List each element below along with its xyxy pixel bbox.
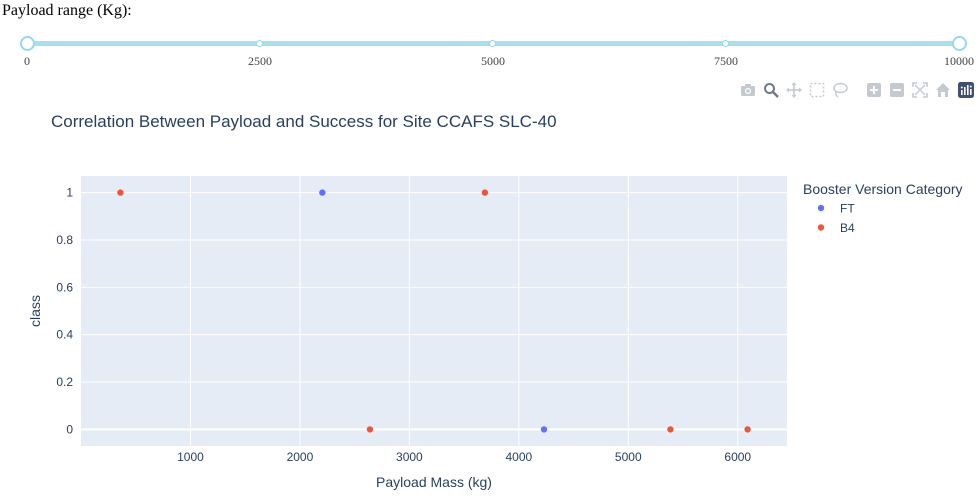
legend-marker (817, 224, 825, 231)
x-tick-labels: 1000 2000 3000 4000 5000 6000 (177, 450, 751, 464)
y-tick-label: 0.6 (56, 280, 73, 294)
y-tick-label: 0.2 (56, 375, 73, 389)
x-tick-label: 3000 (396, 450, 423, 464)
scatter-point-ft[interactable] (540, 426, 548, 433)
box-select-icon[interactable] (808, 81, 826, 99)
y-tick-labels: 0 0.2 0.4 0.6 0.8 1 (56, 186, 73, 437)
x-tick-label: 2000 (287, 450, 314, 464)
scatter-point-b4[interactable] (117, 189, 124, 196)
y-tick-label: 1 (66, 186, 73, 200)
scatter-point-b4[interactable] (744, 426, 751, 433)
slider-mark-dot (256, 40, 263, 47)
x-tick-label: 4000 (505, 450, 532, 464)
data-points (117, 189, 751, 433)
slider-handle-max[interactable] (951, 36, 967, 51)
slider-tick-label: 5000 (481, 54, 505, 68)
slider-mark-dot (489, 40, 496, 47)
slider-handle-min[interactable] (19, 36, 35, 51)
legend-item-b4[interactable]: B4 (817, 221, 855, 235)
pan-icon[interactable] (785, 81, 803, 99)
y-tick-label: 0.8 (56, 233, 73, 247)
legend-label: FT (840, 202, 855, 216)
slider-mark-dot (722, 40, 729, 47)
modebar (739, 80, 975, 100)
slider-label: Payload range (Kg): (2, 2, 132, 19)
legend-item-ft[interactable]: FT (817, 202, 856, 216)
autoscale-icon[interactable] (911, 81, 929, 99)
legend-marker (817, 204, 825, 212)
legend-label: B4 (840, 221, 855, 235)
x-axis-label: Payload Mass (kg) (376, 474, 492, 490)
slider-tick-label: 2500 (248, 54, 272, 68)
payload-range-slider[interactable]: 0 2500 5000 7500 10000 (0, 30, 979, 70)
scatter-point-b4[interactable] (667, 426, 674, 433)
plot-area[interactable] (81, 176, 787, 446)
slider-tick-label: 7500 (714, 54, 738, 68)
y-axis-label: class (27, 295, 43, 327)
zoom-icon[interactable] (762, 81, 780, 99)
x-tick-label: 5000 (615, 450, 642, 464)
scatter-point-ft[interactable] (319, 189, 326, 196)
plotly-logo-icon[interactable] (957, 81, 975, 99)
slider-tick-label: 0 (24, 54, 30, 68)
scatter-point-b4[interactable] (481, 189, 489, 196)
legend-title: Booster Version Category (803, 181, 963, 197)
y-tick-label: 0.4 (56, 328, 73, 342)
zoom-in-icon[interactable] (865, 81, 883, 99)
zoom-out-icon[interactable] (888, 81, 906, 99)
chart-title: Correlation Between Payload and Success … (51, 112, 557, 131)
slider-tick-label: 10000 (944, 54, 974, 68)
y-tick-label: 0 (66, 422, 73, 436)
lasso-select-icon[interactable] (831, 81, 849, 99)
x-tick-label: 1000 (177, 450, 204, 464)
legend: FT B4 (817, 202, 856, 235)
x-tick-label: 6000 (724, 450, 751, 464)
camera-icon[interactable] (739, 81, 757, 99)
reset-axes-icon[interactable] (934, 81, 952, 99)
scatter-point-b4[interactable] (366, 426, 374, 433)
